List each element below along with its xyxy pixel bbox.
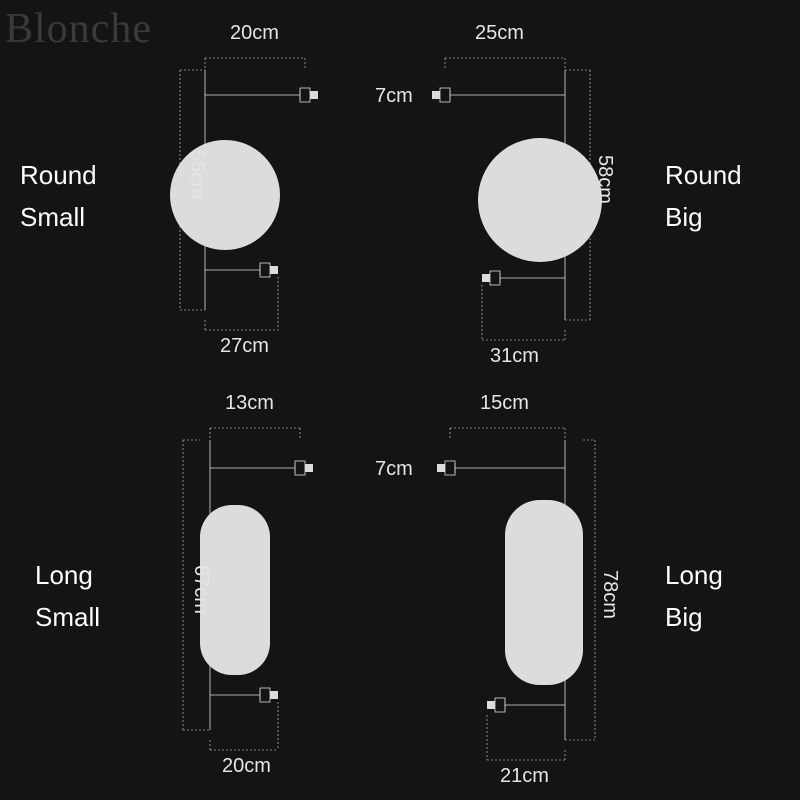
round-big-height: 58cm [593, 155, 616, 204]
brand-watermark: Blonche [5, 5, 152, 53]
round-big-label: Round Big [665, 155, 742, 238]
long-big-top-width: 15cm [480, 392, 529, 415]
round-small-height: 55cm [185, 150, 208, 199]
round-small-top-width: 20cm [230, 22, 279, 45]
long-small-top-width: 13cm [225, 392, 274, 415]
round-big-bottom-width: 31cm [490, 345, 539, 368]
long-small-label: Long Small [35, 555, 100, 638]
label-line1: Round [20, 160, 97, 190]
long-small-bottom-width: 20cm [222, 755, 271, 778]
round-big-top-width: 25cm [475, 22, 524, 45]
long-big-bottom-width: 21cm [500, 765, 549, 788]
label-line1: Long [35, 560, 93, 590]
lamp-long-big-diagram [390, 420, 610, 780]
long-big-label: Long Big [665, 555, 723, 638]
center-gap-bottom: 7cm [375, 458, 413, 481]
lamp-round-big-diagram [390, 50, 610, 360]
center-gap-top: 7cm [375, 85, 413, 108]
label-line1: Long [665, 560, 723, 590]
long-small-height: 67cm [189, 565, 212, 614]
label-line2: Big [665, 202, 703, 232]
label-line2: Small [20, 202, 85, 232]
label-line1: Round [665, 160, 742, 190]
label-line2: Big [665, 602, 703, 632]
label-line2: Small [35, 602, 100, 632]
round-small-label: Round Small [20, 155, 97, 238]
long-big-height: 78cm [598, 570, 621, 619]
round-small-bottom-width: 27cm [220, 335, 269, 358]
lamp-round-small-diagram [170, 50, 370, 350]
